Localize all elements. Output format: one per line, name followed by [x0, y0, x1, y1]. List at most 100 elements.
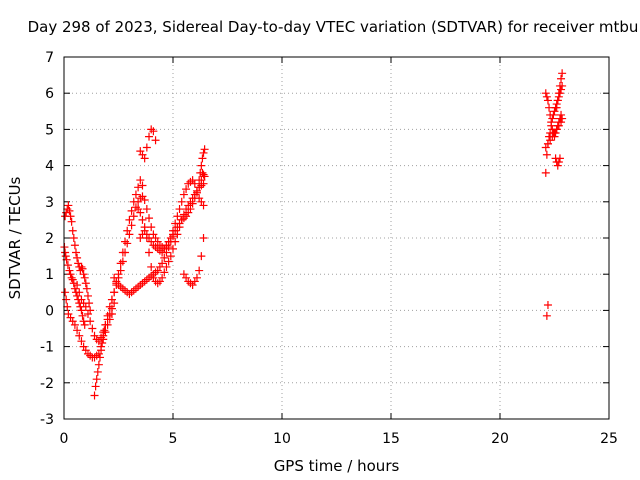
data-point	[78, 311, 87, 320]
data-point	[61, 248, 70, 257]
data-point	[90, 391, 99, 400]
data-point	[199, 179, 208, 188]
data-point	[555, 154, 564, 163]
data-point	[134, 282, 143, 291]
data-point	[186, 177, 195, 186]
data-point	[68, 317, 77, 326]
grid-lines	[64, 57, 609, 419]
data-point	[199, 148, 208, 157]
data-point	[199, 201, 208, 210]
data-point	[186, 205, 195, 214]
series-arc-1i	[136, 176, 206, 257]
data-point	[548, 114, 557, 123]
data-point	[541, 89, 550, 98]
data-point	[543, 96, 552, 105]
data-point	[127, 206, 136, 215]
data-point	[136, 208, 145, 217]
data-point	[557, 85, 566, 94]
data-point	[121, 248, 130, 257]
data-point	[93, 367, 102, 376]
data-point	[136, 281, 145, 290]
data-point	[166, 252, 175, 261]
y-tick-label: 0	[45, 303, 54, 319]
chart-title: Day 298 of 2023, Sidereal Day-to-day VTE…	[28, 18, 639, 36]
data-point	[94, 360, 103, 369]
data-point	[90, 331, 99, 340]
data-point	[73, 291, 82, 300]
data-point	[67, 217, 76, 226]
data-point	[103, 311, 112, 320]
data-point	[546, 110, 555, 119]
data-point	[186, 197, 195, 206]
data-point	[171, 219, 180, 228]
data-point	[83, 310, 92, 319]
data-point	[92, 335, 101, 344]
data-point	[151, 268, 160, 277]
data-point	[195, 176, 204, 185]
data-point	[140, 277, 149, 286]
data-point	[68, 275, 77, 284]
data-point	[198, 154, 207, 163]
data-point	[62, 295, 71, 304]
x-tick-label: 25	[600, 431, 618, 447]
data-point	[116, 282, 125, 291]
data-point	[64, 310, 73, 319]
data-point	[123, 226, 132, 235]
data-point	[67, 273, 76, 282]
data-point	[547, 118, 556, 127]
data-point	[553, 96, 562, 105]
data-point	[142, 205, 151, 214]
data-point	[542, 150, 551, 159]
data-point	[129, 286, 138, 295]
data-point	[197, 197, 206, 206]
data-point	[65, 266, 74, 275]
data-point	[92, 375, 101, 384]
series-arc-1k	[179, 234, 208, 290]
data-point	[140, 226, 149, 235]
data-point	[73, 326, 82, 335]
series-arc-2c	[541, 114, 567, 152]
x-tick-label: 0	[60, 431, 69, 447]
data-point	[73, 253, 82, 262]
data-point	[70, 320, 79, 329]
data-point	[192, 273, 201, 282]
data-point	[80, 320, 89, 329]
data-point	[199, 234, 208, 242]
data-point	[100, 326, 109, 335]
data-point	[173, 212, 182, 221]
data-point	[160, 268, 169, 277]
x-axis-label: GPS time / hours	[274, 457, 400, 475]
y-tick-label: -2	[40, 376, 54, 392]
data-point	[164, 257, 173, 266]
data-point	[107, 295, 116, 304]
plot-frame	[63, 56, 610, 420]
data-point	[65, 206, 74, 215]
data-point	[188, 199, 197, 208]
y-tick-label: -3	[40, 412, 54, 428]
data-point	[86, 317, 95, 326]
data-point	[158, 248, 167, 257]
data-point	[182, 212, 191, 221]
x-tick-label: 10	[273, 431, 291, 447]
data-point	[195, 266, 204, 275]
data-point	[543, 139, 552, 148]
data-point	[147, 272, 156, 281]
data-point	[127, 288, 136, 297]
data-point	[129, 212, 138, 221]
data-point	[97, 346, 106, 355]
data-point	[145, 234, 154, 242]
data-point	[166, 234, 175, 242]
y-tick-label: 5	[45, 122, 54, 138]
data-point	[140, 154, 149, 163]
series-arc-1b	[61, 201, 95, 315]
data-point	[81, 302, 90, 311]
data-point	[541, 168, 550, 177]
data-point	[153, 279, 162, 288]
data-point	[198, 168, 207, 177]
data-point	[73, 281, 82, 290]
data-point	[78, 264, 87, 273]
data-point	[83, 291, 92, 300]
data-point	[147, 237, 156, 246]
series-arc-1a	[60, 243, 89, 329]
